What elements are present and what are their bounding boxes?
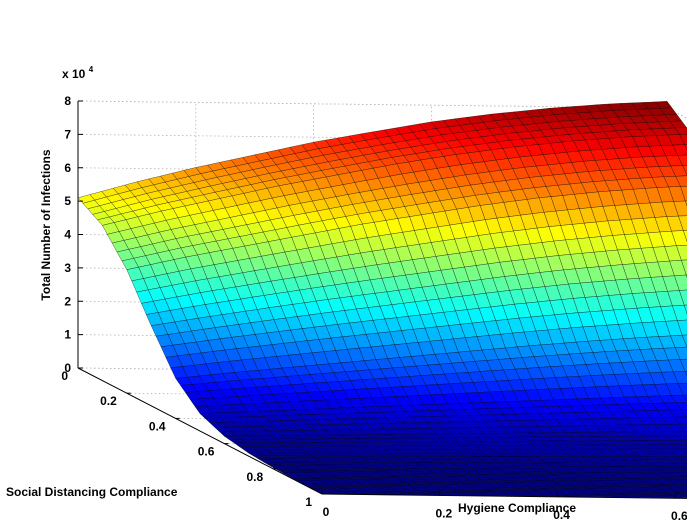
y-tick-label: 0.2 xyxy=(435,506,452,520)
x-axis-label: Social Distancing Compliance xyxy=(6,485,178,499)
z-tick-label: 2 xyxy=(64,294,71,308)
z-tick-label: 4 xyxy=(64,228,71,242)
x-tick-label: 1 xyxy=(305,495,312,509)
z-tick-label: 6 xyxy=(64,161,71,175)
y-axis-line xyxy=(321,493,687,499)
z-tick-label: 0 xyxy=(64,361,71,375)
z-tick-label: 5 xyxy=(64,194,71,208)
surface xyxy=(77,101,687,498)
x-tick-label: 0.4 xyxy=(149,419,166,433)
x-tick-label: 0.8 xyxy=(247,470,264,484)
y-tick-label: 0 xyxy=(323,505,330,519)
z-axis-label: Total Number of Infections xyxy=(39,149,53,300)
y-tick-label: 0.4 xyxy=(553,508,570,520)
x-tick-label: 0.6 xyxy=(198,445,215,459)
x-tick-label: 0.2 xyxy=(100,394,117,408)
z-exponent-base: x 10 xyxy=(62,67,86,81)
x-axis-line xyxy=(77,367,323,495)
y-tick-label: 0.6 xyxy=(671,509,687,520)
z-tick-label: 3 xyxy=(64,261,71,275)
z-exponent-label: x 10 4 xyxy=(62,65,94,81)
z-tick-label: 7 xyxy=(64,127,71,141)
x-tick-label: 0 xyxy=(61,369,68,383)
z-exponent-power: 4 xyxy=(89,65,94,74)
y-axis-label: Hygiene Compliance xyxy=(458,501,576,515)
z-tick-label: 1 xyxy=(64,328,71,342)
z-tick-label: 8 xyxy=(64,94,71,108)
